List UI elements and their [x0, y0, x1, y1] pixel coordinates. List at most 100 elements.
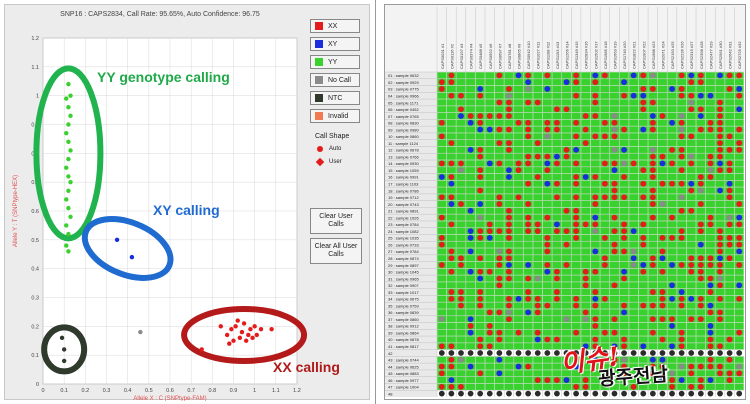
genotype-cell[interactable]	[438, 146, 445, 153]
genotype-cell[interactable]	[669, 187, 675, 194]
genotype-cell[interactable]	[726, 295, 733, 302]
genotype-cell[interactable]	[688, 370, 695, 377]
genotype-cell[interactable]	[563, 180, 570, 187]
genotype-cell[interactable]	[506, 180, 512, 187]
genotype-cell[interactable]	[688, 119, 695, 126]
genotype-cell[interactable]	[496, 390, 503, 397]
genotype-cell[interactable]	[736, 350, 743, 356]
genotype-cell[interactable]	[467, 282, 474, 289]
genotype-cell[interactable]	[554, 302, 560, 309]
genotype-cell[interactable]	[477, 343, 484, 350]
genotype-cell[interactable]	[592, 316, 599, 323]
genotype-cell[interactable]	[621, 336, 627, 343]
row-label[interactable]: 13 : sample 0766	[388, 154, 419, 159]
genotype-cell[interactable]	[554, 228, 560, 234]
genotype-cell[interactable]	[506, 235, 512, 241]
genotype-cell[interactable]	[621, 194, 627, 201]
genotype-cell[interactable]	[736, 268, 743, 275]
genotype-cell[interactable]	[649, 289, 656, 295]
genotype-cell[interactable]	[640, 295, 647, 302]
genotype-cell[interactable]	[563, 235, 570, 241]
genotype-cell[interactable]	[726, 383, 733, 390]
genotype-cell[interactable]	[602, 119, 608, 126]
genotype-cell[interactable]	[611, 336, 618, 343]
genotype-cell[interactable]	[736, 383, 743, 390]
genotype-cell[interactable]	[506, 160, 512, 167]
genotype-cell[interactable]	[630, 370, 637, 377]
genotype-cell[interactable]	[717, 295, 723, 302]
genotype-cell[interactable]	[592, 228, 599, 234]
genotype-cell[interactable]	[602, 390, 608, 397]
genotype-cell[interactable]	[649, 106, 656, 113]
genotype-cell[interactable]	[659, 140, 666, 146]
genotype-cell[interactable]	[438, 268, 445, 275]
genotype-cell[interactable]	[602, 201, 608, 207]
genotype-cell[interactable]	[477, 295, 484, 302]
row-label[interactable]: 23 : sample 0784	[388, 222, 419, 227]
genotype-cell[interactable]	[563, 275, 570, 282]
genotype-cell[interactable]	[525, 180, 532, 187]
genotype-cell[interactable]	[448, 207, 455, 214]
column-header[interactable]: CAPS1663 #19	[612, 41, 617, 69]
genotype-cell[interactable]	[640, 370, 647, 377]
genotype-cell[interactable]	[563, 262, 570, 268]
genotype-cell[interactable]	[525, 126, 532, 133]
genotype-cell[interactable]	[717, 289, 723, 295]
genotype-cell[interactable]	[621, 106, 627, 113]
data-point-yy[interactable]	[64, 197, 69, 202]
genotype-cell[interactable]	[544, 106, 551, 113]
genotype-cell[interactable]	[477, 329, 484, 336]
genotype-cell[interactable]	[649, 133, 656, 140]
genotype-cell[interactable]	[525, 282, 532, 289]
genotype-cell[interactable]	[592, 248, 599, 255]
genotype-cell[interactable]	[525, 390, 532, 397]
column-header[interactable]: CAPS0116 #2	[449, 43, 454, 69]
column-header[interactable]: CAPS0697 #7	[497, 43, 502, 69]
genotype-cell[interactable]	[467, 180, 474, 187]
genotype-cell[interactable]	[467, 343, 474, 350]
genotype-cell[interactable]	[496, 268, 503, 275]
genotype-cell[interactable]	[602, 207, 608, 214]
genotype-cell[interactable]	[525, 106, 532, 113]
genotype-cell[interactable]	[669, 268, 675, 275]
genotype-cell[interactable]	[707, 133, 714, 140]
genotype-cell[interactable]	[592, 323, 599, 329]
genotype-cell[interactable]	[630, 140, 637, 146]
genotype-cell[interactable]	[640, 153, 647, 160]
genotype-cell[interactable]	[544, 329, 551, 336]
genotype-cell[interactable]	[534, 370, 541, 377]
genotype-cell[interactable]	[649, 207, 656, 214]
genotype-cell[interactable]	[659, 160, 666, 167]
genotype-cell[interactable]	[611, 207, 618, 214]
genotype-cell[interactable]	[717, 383, 723, 390]
genotype-cell[interactable]	[525, 295, 532, 302]
genotype-cell[interactable]	[630, 167, 637, 174]
genotype-cell[interactable]	[467, 221, 474, 228]
genotype-cell[interactable]	[563, 187, 570, 194]
genotype-cell[interactable]	[659, 235, 666, 241]
genotype-cell[interactable]	[525, 350, 532, 356]
row-label[interactable]: 05 : sample 1171	[388, 100, 419, 105]
genotype-cell[interactable]	[630, 316, 637, 323]
genotype-cell[interactable]	[515, 119, 522, 126]
row-label[interactable]: 07 : sample 0765	[388, 114, 419, 119]
genotype-cell[interactable]	[649, 235, 656, 241]
data-point-xx[interactable]	[246, 332, 251, 338]
genotype-cell[interactable]	[486, 383, 493, 390]
genotype-cell[interactable]	[688, 295, 695, 302]
genotype-cell[interactable]	[669, 180, 675, 187]
genotype-cell[interactable]	[438, 383, 445, 390]
genotype-cell[interactable]	[573, 275, 579, 282]
genotype-cell[interactable]	[688, 343, 695, 350]
genotype-cell[interactable]	[669, 383, 675, 390]
genotype-cell[interactable]	[630, 153, 637, 160]
row-label[interactable]: 28 : sample 0874	[388, 256, 419, 261]
genotype-cell[interactable]	[717, 133, 723, 140]
genotype-cell[interactable]	[563, 336, 570, 343]
genotype-cell[interactable]	[486, 350, 493, 356]
genotype-cell[interactable]	[573, 329, 579, 336]
genotype-cell[interactable]	[736, 235, 743, 241]
genotype-cell[interactable]	[554, 140, 560, 146]
row-label[interactable]: 12 : sample 0678	[388, 148, 419, 153]
genotype-cell[interactable]	[659, 167, 666, 174]
